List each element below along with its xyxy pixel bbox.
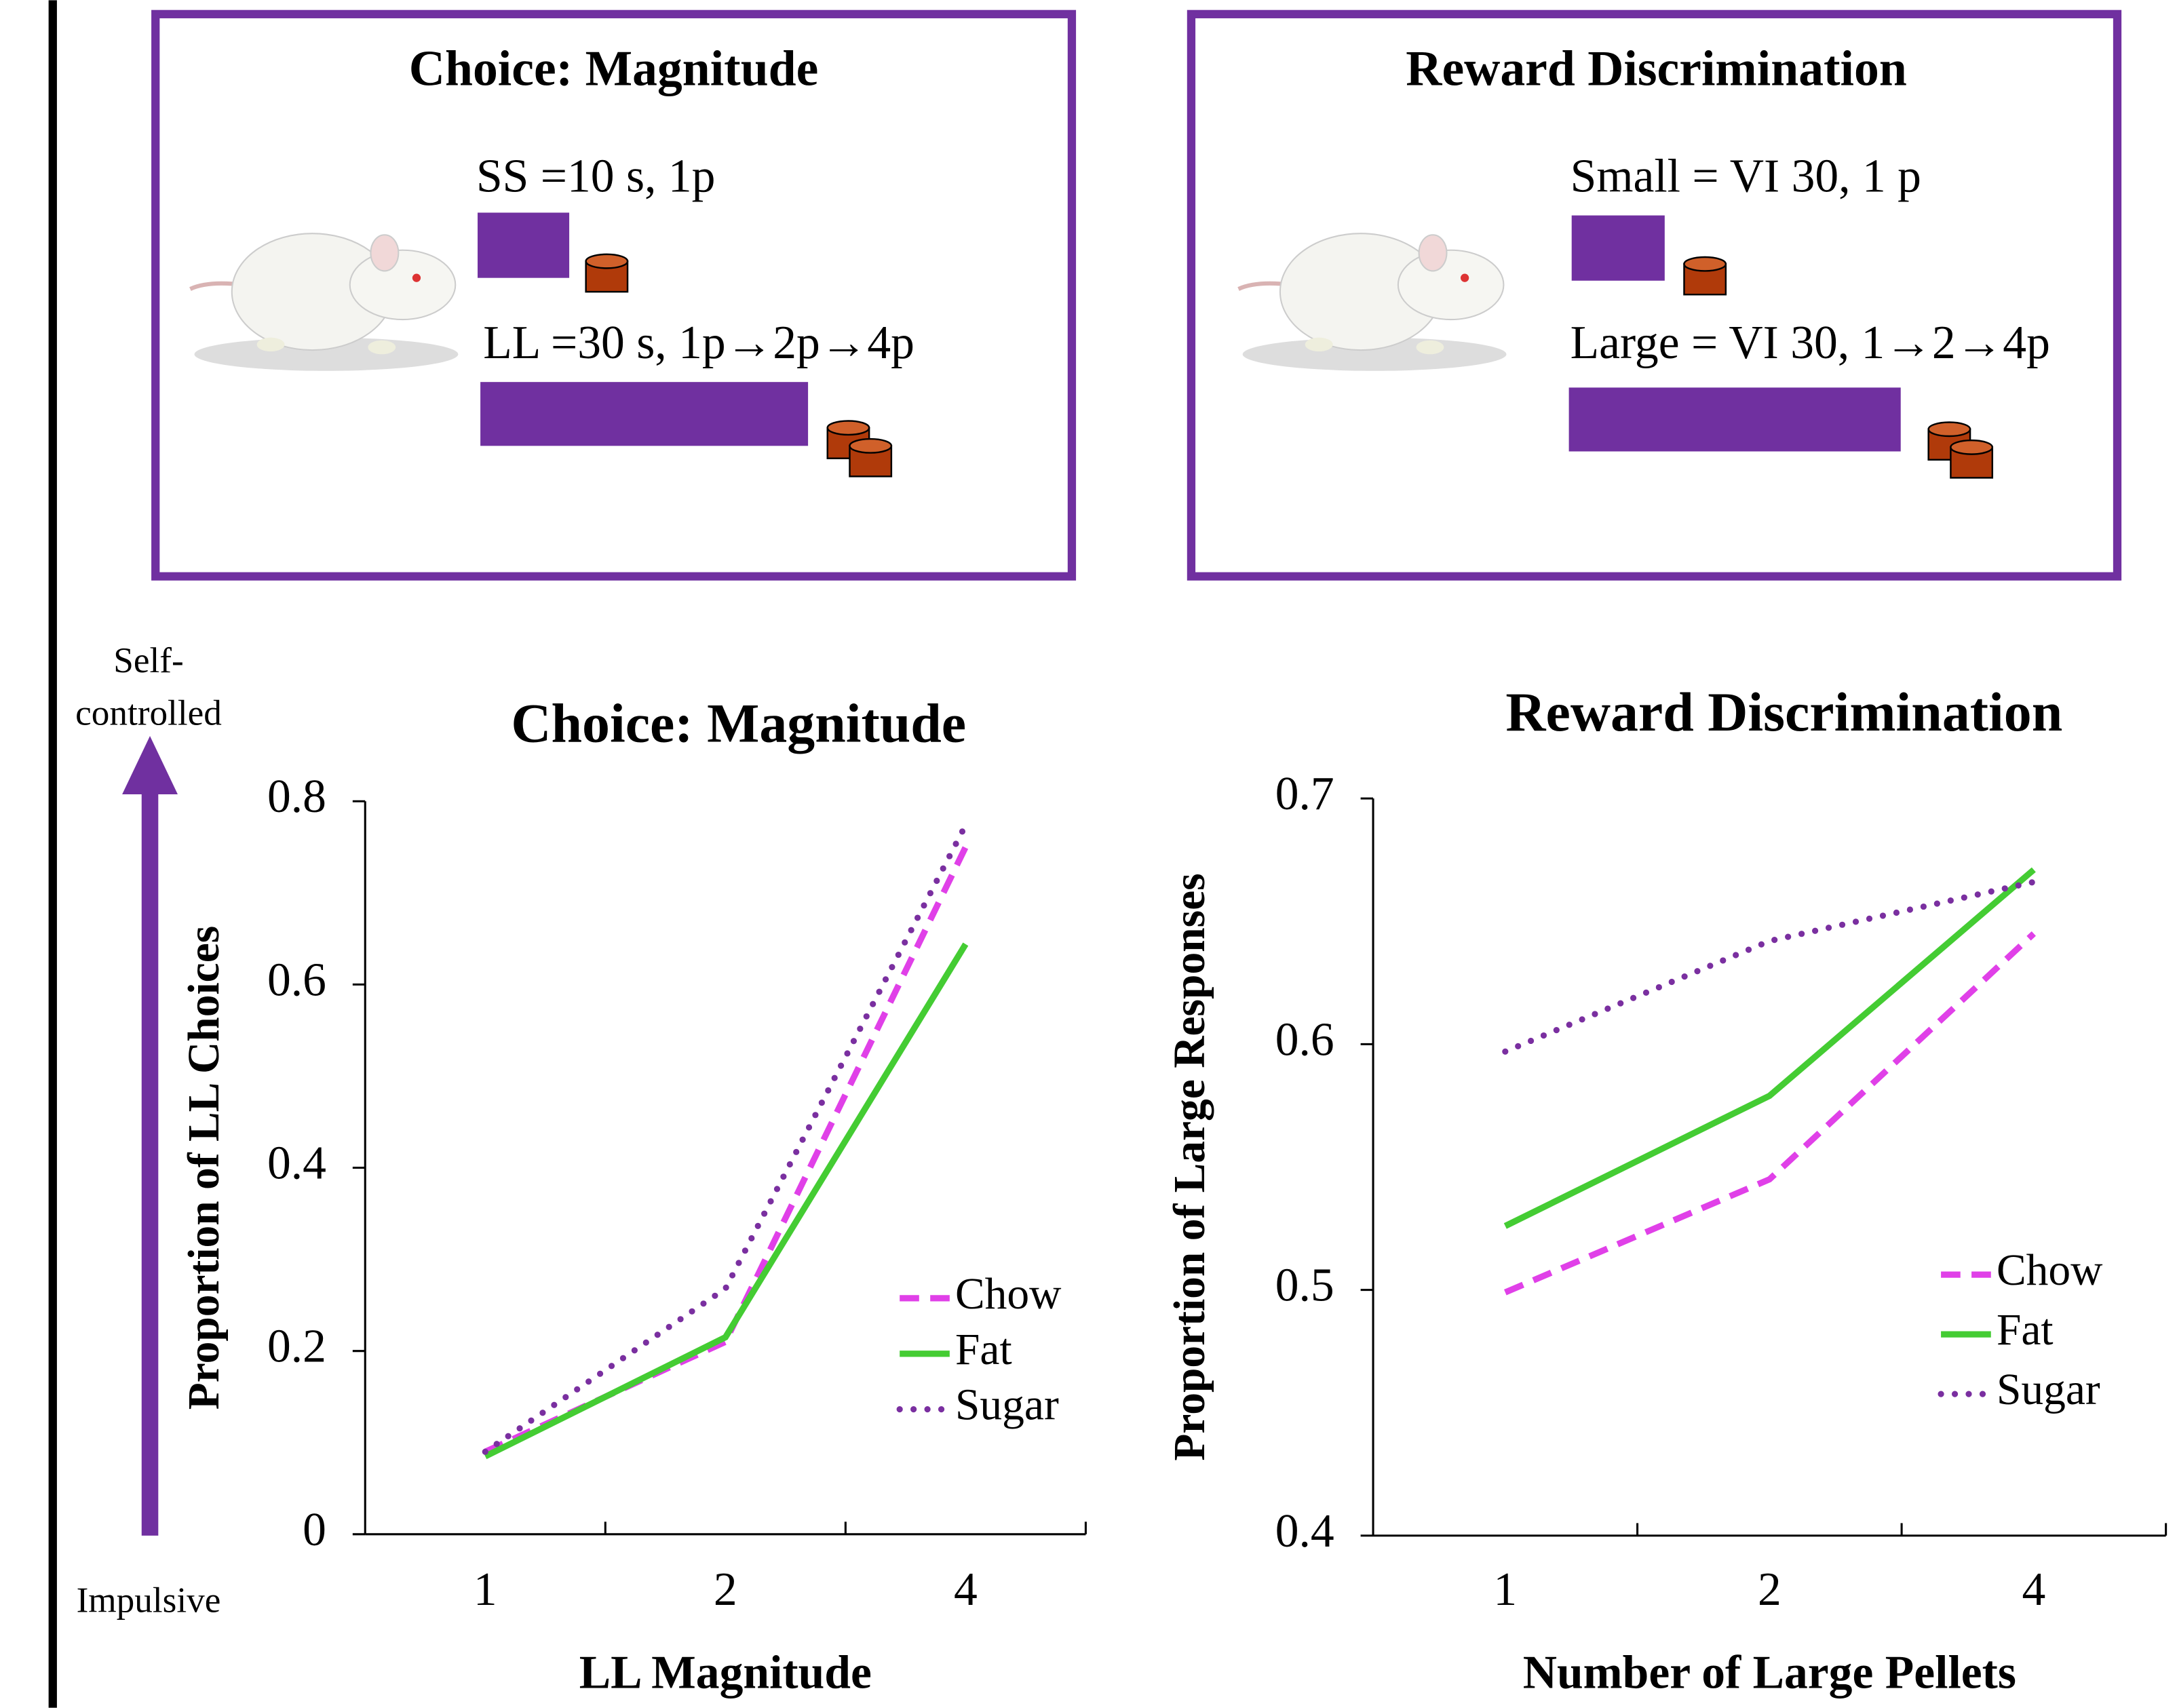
arrow-label: controlled <box>75 693 222 733</box>
x-axis-label: Number of Large Pellets <box>1523 1647 2016 1699</box>
y-tick-label: 0.8 <box>267 771 326 823</box>
y-tick-label: 0.6 <box>267 954 326 1006</box>
panel-title: Reward Discrimination <box>1406 41 1907 96</box>
rat-illustration <box>189 233 459 371</box>
arrow-label: Self- <box>113 640 183 680</box>
legend-label: Sugar <box>1997 1365 2100 1414</box>
delay-bar <box>478 212 570 278</box>
x-tick-label: 2 <box>714 1564 737 1616</box>
pellet-top <box>1927 421 1971 438</box>
y-tick-label: 0 <box>303 1504 326 1556</box>
panel-text: Large = VI 30, 1→2→4p <box>1571 317 2050 369</box>
pellet-top <box>826 420 870 436</box>
y-axis-label: Proportion of LL Choices <box>180 926 229 1410</box>
panel-text: SS =10 s, 1p <box>476 150 715 202</box>
rat-head <box>349 249 457 321</box>
y-tick-label: 0.7 <box>1275 768 1334 820</box>
delay-bar <box>480 382 809 446</box>
y-tick-label: 0.4 <box>267 1137 326 1189</box>
legend-label: Chow <box>1997 1246 2102 1295</box>
panel-text: LL =30 s, 1p→2p→4p <box>483 317 914 369</box>
arrow-shaft <box>141 788 159 1536</box>
delay-bar <box>1568 387 1901 452</box>
legend-label: Fat <box>1997 1306 2054 1355</box>
rat-ear <box>370 234 400 272</box>
series-line <box>482 821 969 1455</box>
delay-bar <box>1571 215 1665 281</box>
y-axis-label: Proportion of Large Responses <box>1165 873 1214 1460</box>
rat-foot <box>1416 340 1444 355</box>
rat-eye <box>1460 273 1469 282</box>
panel-text: Small = VI 30, 1 p <box>1571 150 1921 202</box>
legend-label: Sugar <box>955 1381 1059 1430</box>
y-tick-label: 0.2 <box>267 1321 326 1373</box>
x-tick-label: 4 <box>2022 1564 2045 1616</box>
rat-illustration <box>1237 233 1507 371</box>
chart-title: Reward Discrimination <box>1505 681 2062 743</box>
rat-foot <box>1305 337 1333 352</box>
panel-title: Choice: Magnitude <box>409 41 819 96</box>
legend-label: Fat <box>955 1325 1012 1374</box>
x-tick-label: 4 <box>954 1564 978 1616</box>
series-line <box>1502 878 2037 1055</box>
y-tick-label: 0.6 <box>1275 1013 1334 1066</box>
rat-ear <box>1418 234 1448 272</box>
legend-label: Chow <box>955 1270 1061 1319</box>
y-tick-label: 0.4 <box>1275 1505 1334 1557</box>
pellet-top <box>585 253 629 269</box>
series-line <box>1503 867 2036 1229</box>
pellet-top <box>849 438 893 454</box>
series-line <box>484 845 969 1455</box>
x-tick-label: 1 <box>1493 1564 1517 1616</box>
arrow-label: Impulsive <box>77 1580 221 1620</box>
x-tick-label: 2 <box>1758 1564 1781 1616</box>
panel-frame <box>151 9 1077 581</box>
pellet-top <box>1950 439 1994 455</box>
panel-frame <box>1187 9 2122 581</box>
rat-head <box>1397 249 1505 321</box>
x-tick-label: 1 <box>474 1564 497 1616</box>
rat-foot <box>256 337 285 352</box>
pellet-top <box>1683 256 1727 272</box>
rat-eye <box>412 273 421 282</box>
rat-foot <box>368 340 396 355</box>
x-axis-label: LL Magnitude <box>579 1647 872 1699</box>
y-tick-label: 0.5 <box>1275 1260 1334 1312</box>
series-line <box>1504 931 2036 1296</box>
series-line <box>484 942 969 1460</box>
arrow-head <box>122 736 178 794</box>
chart-title: Choice: Magnitude <box>511 693 966 754</box>
